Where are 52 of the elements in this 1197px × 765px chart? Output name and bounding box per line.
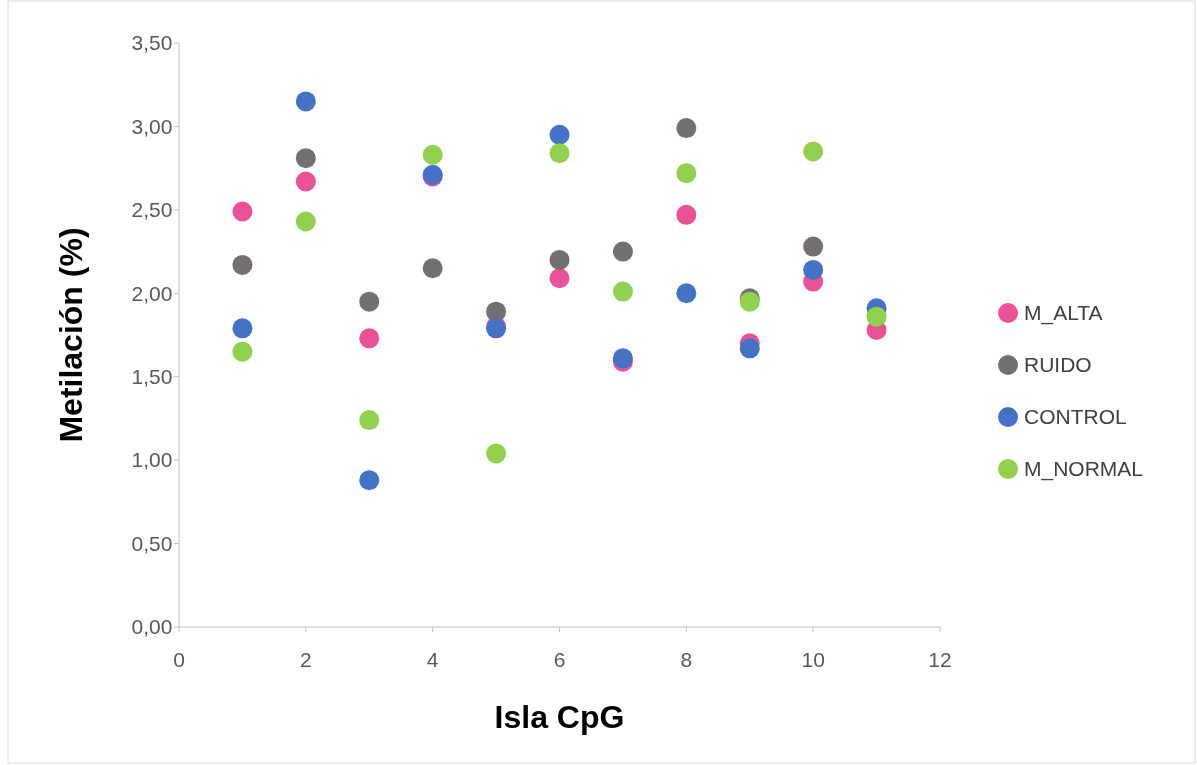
legend-label: M_ALTA <box>1024 301 1103 326</box>
point <box>676 283 697 304</box>
y-tick-label: 0,50 <box>131 531 173 555</box>
y-tick-label: 2,00 <box>131 281 173 305</box>
x-tick-label: 10 <box>801 648 825 671</box>
point <box>295 91 316 112</box>
x-tick-label: 12 <box>928 648 952 671</box>
point <box>612 281 633 302</box>
point <box>359 410 380 431</box>
legend-label: CONTROL <box>1024 405 1127 429</box>
point <box>295 171 316 192</box>
point <box>486 301 507 322</box>
point <box>549 143 570 164</box>
y-tick-label: 3,50 <box>131 31 173 55</box>
point <box>232 254 253 275</box>
point <box>232 318 253 339</box>
point <box>359 328 380 349</box>
point <box>676 118 697 139</box>
y-tick-label: 2,50 <box>131 198 173 222</box>
y-tick-label: 1,50 <box>131 365 173 389</box>
point <box>422 144 443 165</box>
x-axis-title: Isla CpG <box>494 699 625 735</box>
point <box>549 124 570 145</box>
point <box>549 249 570 270</box>
x-tick-label: 2 <box>299 648 312 671</box>
point <box>866 306 887 327</box>
point <box>359 470 380 491</box>
point <box>803 259 824 280</box>
point <box>295 148 316 169</box>
point <box>739 338 760 359</box>
point <box>232 201 253 222</box>
point <box>676 163 697 184</box>
y-axis-title: Metilación (%) <box>53 227 89 443</box>
point <box>359 291 380 312</box>
y-tick-label: 1,00 <box>131 448 173 472</box>
y-tick-label: 3,00 <box>131 114 173 138</box>
point <box>549 268 570 289</box>
x-tick-label: 0 <box>173 648 185 671</box>
point <box>232 341 253 362</box>
point <box>803 141 824 162</box>
y-tick-label: 0,00 <box>131 615 173 639</box>
point <box>676 204 697 225</box>
point <box>295 211 316 232</box>
point <box>422 258 443 279</box>
point <box>486 443 507 464</box>
x-tick-label: 6 <box>553 648 566 671</box>
x-tick-label: 8 <box>680 648 693 671</box>
legend-label: RUIDO <box>1024 353 1092 377</box>
legend-label: M_NORMAL <box>1024 457 1144 482</box>
point <box>803 236 824 257</box>
point <box>612 241 633 262</box>
x-tick-label: 4 <box>426 648 439 671</box>
